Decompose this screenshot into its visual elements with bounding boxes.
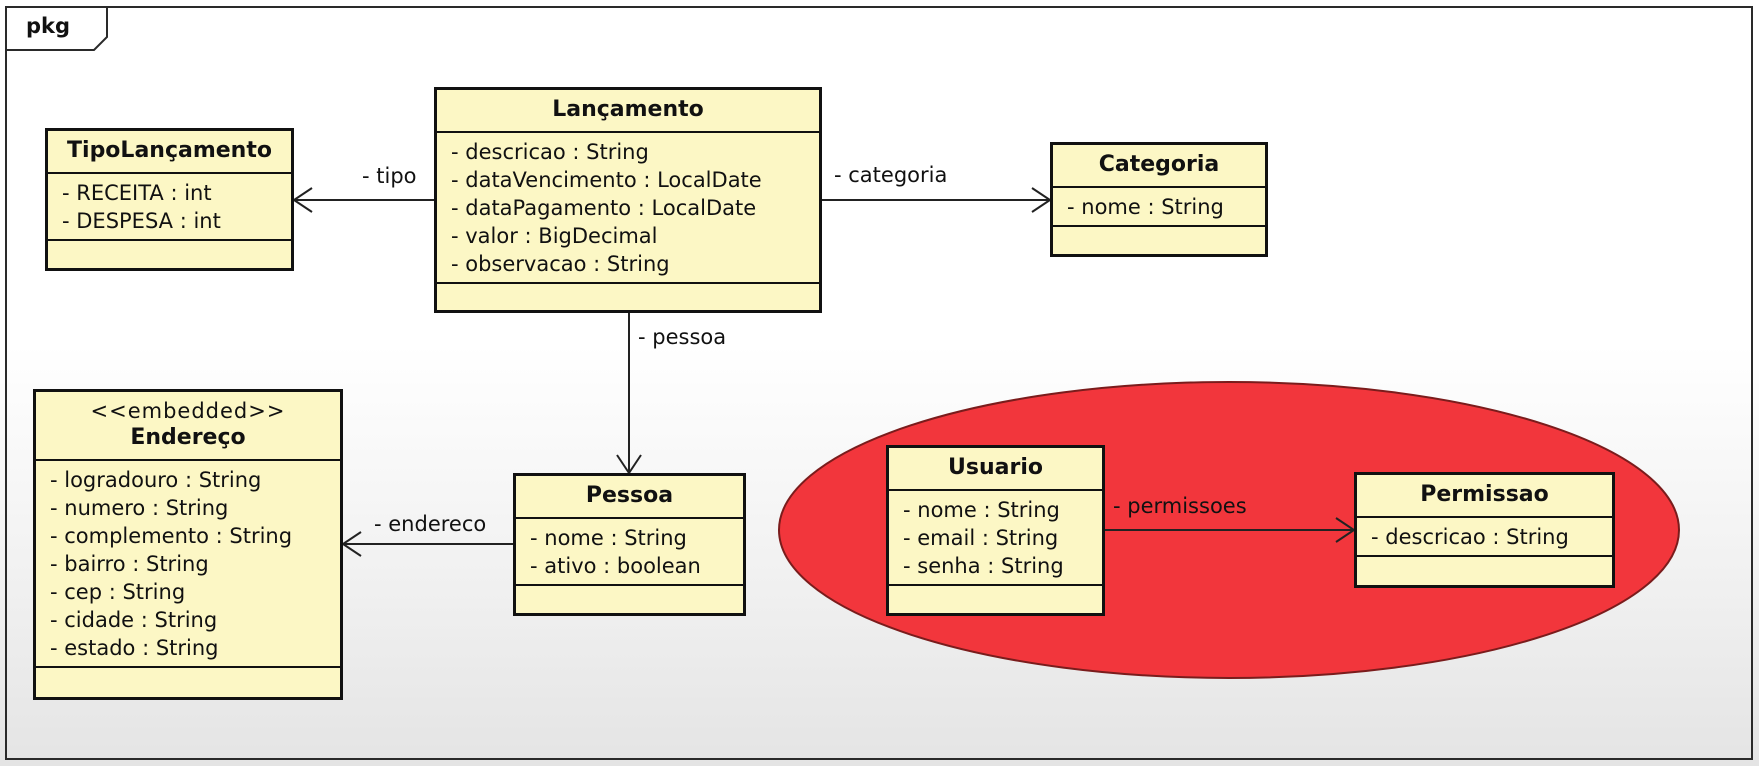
attribute: - cidade : String	[50, 608, 218, 632]
arrowhead-tipo	[292, 187, 313, 213]
attribute: - observacao : String	[451, 252, 670, 276]
class-permissao[interactable]: Permissao - descricao : String	[1354, 472, 1615, 588]
package-tab	[7, 7, 108, 51]
attribute: - nome : String	[1067, 195, 1224, 219]
class-name: TipoLançamento	[67, 138, 272, 163]
class-name: Pessoa	[585, 483, 674, 508]
class-header: Categoria	[1053, 145, 1265, 188]
class-tipo-lancamento[interactable]: TipoLançamento - RECEITA : int - DESPESA…	[45, 128, 294, 271]
attribute: - dataVencimento : LocalDate	[451, 168, 762, 192]
attribute-compartment: - descricao : String	[1357, 518, 1612, 557]
class-name: Endereço	[130, 425, 246, 450]
attribute-compartment: - logradouro : String - numero : String …	[36, 461, 340, 668]
attribute: - descricao : String	[1371, 525, 1569, 549]
attribute: - complemento : String	[50, 524, 293, 548]
attribute-compartment: - nome : String - email : String - senha…	[889, 491, 1102, 586]
operation-compartment	[889, 586, 1102, 606]
class-header: Pessoa	[516, 476, 743, 519]
class-pessoa[interactable]: Pessoa - nome : String - ativo : boolean	[513, 473, 746, 616]
class-name: Categoria	[1098, 152, 1220, 177]
attribute: - valor : BigDecimal	[451, 224, 658, 248]
class-usuario[interactable]: Usuario - nome : String - email : String…	[886, 445, 1105, 616]
attribute-compartment: - nome : String - ativo : boolean	[516, 519, 743, 586]
attribute: - DESPESA : int	[62, 209, 221, 233]
class-header: Usuario	[889, 448, 1102, 491]
attribute: - estado : String	[50, 636, 219, 660]
arrowhead-endereco	[341, 531, 362, 557]
attribute-compartment: - descricao : String - dataVencimento : …	[437, 133, 819, 284]
class-lancamento[interactable]: Lançamento - descricao : String - dataVe…	[434, 87, 822, 313]
operation-compartment	[516, 586, 743, 606]
class-endereco[interactable]: <<embedded>> Endereço - logradouro : Str…	[33, 389, 343, 700]
attribute: - nome : String	[903, 498, 1060, 522]
operation-compartment	[48, 241, 291, 261]
association-label-pessoa: - pessoa	[638, 325, 727, 349]
class-header: TipoLançamento	[48, 131, 291, 174]
attribute: - cep : String	[50, 580, 186, 604]
attribute-compartment: - RECEITA : int - DESPESA : int	[48, 174, 291, 241]
attribute: - email : String	[903, 526, 1059, 550]
association-label-endereco: - endereco	[374, 512, 487, 536]
package-frame	[5, 6, 1753, 760]
attribute-compartment: - nome : String	[1053, 188, 1265, 227]
operation-compartment	[1053, 227, 1265, 247]
association-label-permissoes: - permissoes	[1113, 494, 1247, 518]
class-stereotype: <<embedded>>	[90, 399, 286, 423]
attribute: - numero : String	[50, 496, 229, 520]
operation-compartment	[1357, 557, 1612, 577]
operation-compartment	[36, 668, 340, 688]
class-categoria[interactable]: Categoria - nome : String	[1050, 142, 1268, 257]
class-name: Usuario	[948, 455, 1043, 480]
association-label-categoria: - categoria	[834, 163, 948, 187]
class-header: <<embedded>> Endereço	[36, 392, 340, 461]
class-header: Lançamento	[437, 90, 819, 133]
attribute: - logradouro : String	[50, 468, 262, 492]
attribute: - RECEITA : int	[62, 181, 212, 205]
package-label: pkg	[26, 14, 71, 38]
association-label-tipo: - tipo	[362, 164, 417, 188]
class-name: Lançamento	[552, 97, 704, 122]
attribute: - senha : String	[903, 554, 1064, 578]
attribute: - ativo : boolean	[530, 554, 701, 578]
class-name: Permissao	[1420, 482, 1549, 507]
attribute: - dataPagamento : LocalDate	[451, 196, 757, 220]
attribute: - nome : String	[530, 526, 687, 550]
attribute: - descricao : String	[451, 140, 649, 164]
attribute: - bairro : String	[50, 552, 209, 576]
class-header: Permissao	[1357, 475, 1612, 518]
operation-compartment	[437, 284, 819, 304]
